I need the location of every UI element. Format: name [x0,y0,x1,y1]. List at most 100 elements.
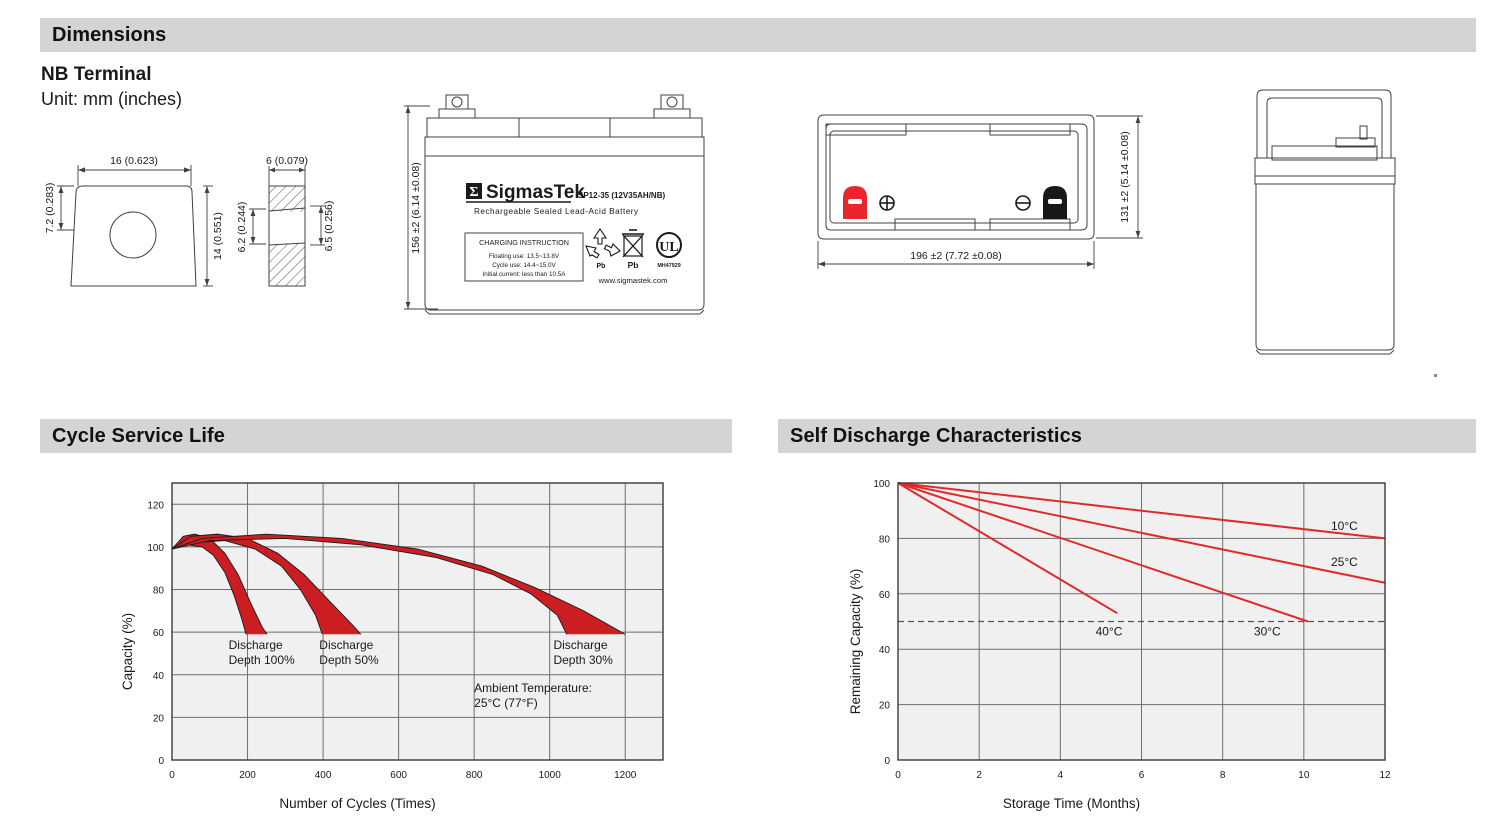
side-view-case [1255,183,1395,351]
battery-description: Rechargeable Sealed Lead-Acid Battery [474,207,639,216]
terminal-outer-label: 6.5 (0.256) [323,201,335,252]
cycle-annotation-line1: Ambient Temperature: [474,681,592,695]
self-xtick-label: 6 [1139,770,1145,781]
battery-lid [424,117,705,157]
cycle-ytick-label: 120 [147,500,164,511]
self-series-label-10-C: 10°C [1331,519,1358,533]
battery-terminal-post-right [653,94,691,119]
battery-top-depth-dimension [1096,115,1143,239]
cycle-band-discharge-depth-50- [172,534,361,635]
section-header-self-discharge: Self Discharge Characteristics [778,419,1476,453]
battery-top-lid-panel [829,130,1079,224]
terminal-hole-circle [109,211,157,259]
terminal-section-hatch-top [269,186,305,212]
battery-height-label: 156 ±2 (6.14 ±0.08) [410,162,422,254]
cycle-ytick-label: 0 [158,756,164,767]
self-discharge-chart: 0 20 40 60 80 100 0 2 4 6 8 10 12 10°C 25°C 30°C 40°C Sto… [840,468,1420,813]
side-view-handle-outer [1256,89,1392,159]
self-xtick-label: 2 [976,770,982,781]
recycle-pb-label: Pb [597,263,606,270]
self-curve-25-C [897,482,1386,584]
self-curve-10-C [897,482,1386,540]
charging-line-floating: Floating use: 13.5~13.8V [489,253,560,260]
cycle-annotation-line1: Discharge [319,638,373,652]
battery-top-outer-case [817,114,1095,240]
self-xtick-label: 8 [1220,770,1226,781]
self-y-axis-title: Remaining Capacity (%) [848,569,863,715]
side-view-lid-lip [1254,175,1396,185]
cycle-x-axis-title: Number of Cycles (Times) [279,796,435,811]
cycle-annotation-line2: Depth 50% [319,653,379,667]
svg-text:Σ: Σ [469,185,478,200]
bin-pb-label: Pb [628,260,639,270]
terminal-left-height-label: 7.2 (0.283) [44,183,56,234]
section-title-self-discharge: Self Discharge Characteristics [790,424,1083,447]
section-header-dimensions: Dimensions [40,18,1476,52]
brand-name: SigmasTek [486,182,585,203]
self-ytick-label: 0 [884,756,890,767]
self-curve-30-C [897,482,1309,623]
self-ytick-label: 60 [879,590,891,601]
self-ytick-label: 100 [873,479,890,490]
negative-terminal [1043,186,1067,219]
cycle-xtick-label: 200 [239,770,256,781]
side-view-lid [1254,157,1396,177]
cycle-xtick-label: 400 [315,770,332,781]
self-x-axis-title: Storage Time (Months) [1003,796,1140,811]
cycle-curve-lower [171,537,568,635]
cycle-plot-frame [171,482,664,761]
battery-top-width-dimension [817,241,1095,269]
cycle-annotation-line2: Depth 30% [553,653,613,667]
cycle-band-discharge-depth-100- [172,534,268,635]
side-view-handle-inner [1266,97,1383,159]
terminal-thickness-label: 6 (0.079) [266,155,308,167]
terminal-dimension-drawing: 16 (0.623) 7.2 (0.283) 14 (0.551 [35,140,395,320]
battery-top-depth-label: 131 ±2 (5.14 ±0.08) [1119,131,1131,223]
cycle-curve-upper [171,533,268,635]
negative-polarity-icon [1015,195,1031,211]
side-view-inner-ledge [1271,145,1378,161]
terminal-inner-label: 6.2 (0.244) [236,202,248,253]
charging-line-initial: Initial current: less than 10.5A [483,271,567,278]
battery-front-view: 156 ±2 (6.14 ±0.08) [398,78,743,328]
cycle-curve-upper [171,533,362,635]
self-ytick-label: 40 [879,645,891,656]
self-ytick-label: 80 [879,534,891,545]
terminal-left-height-dimension [57,185,74,231]
terminal-body-outline [70,185,197,287]
model-number: SP12-35 (12V35AH/NB) [578,191,665,200]
cycle-xtick-label: 1000 [539,770,562,781]
no-disposal-bin-icon [622,229,644,258]
positive-polarity-icon [879,195,895,211]
cycle-xtick-label: 0 [169,770,175,781]
side-view-terminal-base [1335,137,1376,148]
self-series-label-40-C: 40°C [1096,624,1123,638]
nb-terminal-heading: NB Terminal [41,64,152,85]
battery-case-outline [424,155,705,311]
battery-height-dimension [404,105,438,310]
stray-dot-mark [1434,374,1437,377]
website-label: www.sigmastek.com [598,276,668,285]
cycle-annotation-line1: Discharge [553,638,607,652]
terminal-outer-dimension [310,205,325,246]
section-header-cycle-service-life: Cycle Service Life [40,419,732,453]
ul-file-number: MH47929 [657,263,680,269]
terminal-right-height-label: 14 (0.551) [212,212,224,260]
ul-mark-icon: UL [656,232,682,258]
charging-instruction-box [464,232,584,282]
self-xtick-label: 0 [895,770,901,781]
cycle-band-discharge-depth-30- [172,534,626,635]
cycle-annotation-line2: Depth 100% [229,653,295,667]
charging-line-cycle: Cycle use: 14.4~15.0V [492,262,556,269]
recycle-icon [585,228,621,259]
cycle-ytick-label: 20 [153,713,165,724]
battery-top-width-label: 196 ±2 (7.72 ±0.08) [910,250,1002,262]
sigma-logo-icon: Σ [466,183,482,200]
battery-top-view: 196 ±2 (7.72 ±0.08) 131 ±2 (5.14 ±0.08) [800,78,1160,328]
battery-terminal-post-left [438,94,476,119]
terminal-width-dimension [77,165,192,186]
cycle-xtick-label: 1200 [614,770,637,781]
battery-side-view [1225,78,1445,368]
section-title-dimensions: Dimensions [52,23,167,46]
